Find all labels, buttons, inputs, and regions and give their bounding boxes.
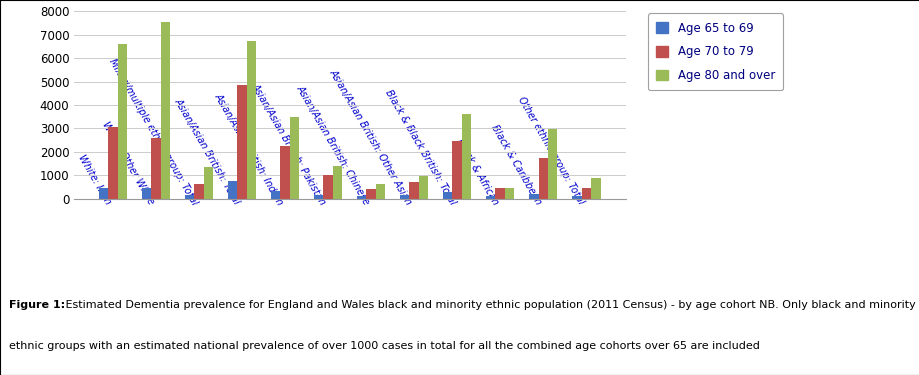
Bar	[142, 188, 151, 199]
Bar	[485, 196, 495, 199]
Bar	[528, 194, 538, 199]
Bar	[185, 195, 194, 199]
Bar	[461, 114, 471, 199]
Bar	[108, 127, 118, 199]
Bar	[400, 195, 409, 199]
Bar	[246, 40, 255, 199]
Bar	[376, 184, 385, 199]
Bar	[443, 192, 452, 199]
Bar	[280, 147, 289, 199]
Bar	[572, 196, 581, 199]
Bar	[313, 195, 323, 199]
Bar	[237, 85, 246, 199]
Bar	[581, 188, 590, 199]
Bar	[323, 175, 333, 199]
Bar	[118, 44, 127, 199]
Bar	[203, 167, 213, 199]
Bar	[538, 158, 548, 199]
Bar	[590, 178, 600, 199]
Bar	[357, 196, 366, 199]
Bar	[495, 188, 505, 199]
Text: ethnic groups with an estimated national prevalence of over 1000 cases in total : ethnic groups with an estimated national…	[9, 341, 759, 351]
Legend: Age 65 to 69, Age 70 to 79, Age 80 and over: Age 65 to 69, Age 70 to 79, Age 80 and o…	[647, 13, 782, 90]
Bar	[548, 129, 557, 199]
Bar	[289, 117, 299, 199]
Bar	[270, 190, 280, 199]
Text: Figure 1:: Figure 1:	[9, 300, 65, 310]
Bar	[161, 22, 170, 199]
Bar	[452, 141, 461, 199]
Bar	[505, 188, 514, 199]
Bar	[98, 188, 108, 199]
Bar	[228, 181, 237, 199]
Bar	[409, 182, 418, 199]
Bar	[418, 176, 428, 199]
Text: Estimated Dementia prevalence for England and Wales black and minority ethnic po: Estimated Dementia prevalence for Englan…	[62, 300, 914, 310]
Bar	[333, 166, 342, 199]
Bar	[366, 189, 376, 199]
Bar	[194, 184, 203, 199]
Bar	[151, 138, 161, 199]
